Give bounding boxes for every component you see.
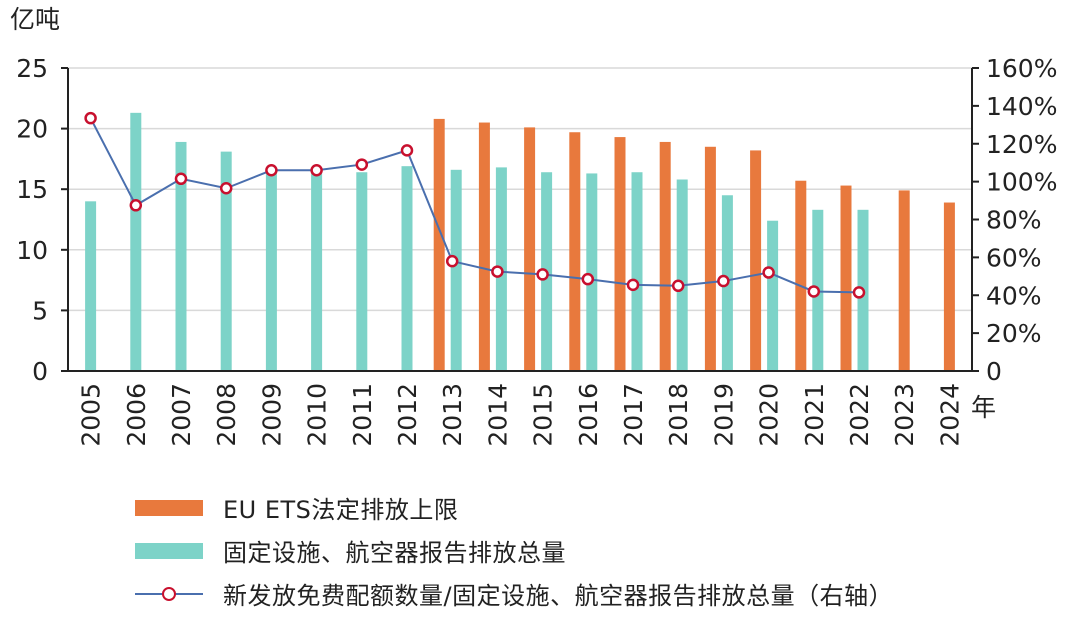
x-tick-label-2005: 2005 (77, 383, 106, 447)
bar-cap-2014 (478, 122, 490, 371)
bar-emissions-2016 (586, 173, 598, 371)
x-tick-label-2014: 2014 (483, 383, 512, 447)
ratio-point-2017 (626, 278, 640, 292)
bar-emissions-2007 (175, 141, 187, 371)
ratio-point-2007 (174, 172, 188, 186)
bar-emissions-2018 (676, 179, 688, 371)
ratio-point-2022 (852, 286, 866, 299)
legend-label-cap: EU ETS法定排放上限 (223, 496, 459, 524)
ratio-line-path (89, 117, 860, 294)
bar-emissions-2005 (85, 201, 97, 371)
legend-swatch-ratio (135, 583, 203, 605)
bar-cap-2023 (898, 190, 910, 371)
bar-emissions-2013 (450, 169, 462, 371)
bar-emissions-2009 (265, 168, 277, 371)
y-right-tick-label: 0 (986, 357, 1002, 386)
x-tick-label-2024: 2024 (935, 383, 964, 447)
ratio-point-2012 (400, 144, 414, 157)
bar-cap-2016 (569, 132, 581, 371)
ratio-point-2008 (219, 182, 233, 195)
ratio-point-2020 (762, 266, 775, 279)
legend-label-ratio: 新发放免费配额数量/固定设施、航空器报告排放总量（右轴） (223, 582, 894, 610)
x-tick-label-2017: 2017 (619, 383, 648, 447)
bar-emissions-2020 (767, 220, 779, 371)
y-left-tick-label: 10 (16, 236, 48, 265)
bar-cap-2015 (524, 127, 536, 371)
ratio-point-2013 (445, 254, 459, 268)
y-left-tick-label: 0 (32, 357, 48, 386)
y-left-tick-label: 15 (16, 175, 48, 204)
x-tick-label-2008: 2008 (212, 383, 241, 447)
x-tick-label-2012: 2012 (393, 383, 422, 447)
bar-emissions-2017 (631, 172, 643, 371)
tick-labels: 0 5 10 15 20 25 0 20% 40% 60% 80% 100% 120% 140% 160% 2… (16, 54, 1057, 447)
ratio-line (84, 111, 866, 299)
bar-emissions-2011 (356, 172, 368, 371)
bar-cap-2019 (704, 146, 716, 371)
y-right-tick-label: 160% (986, 54, 1057, 83)
y-right-tick-label: 120% (986, 130, 1057, 159)
gridlines (68, 67, 972, 312)
x-tick-label-2016: 2016 (574, 383, 603, 447)
ratio-point-2005 (84, 111, 97, 125)
x-tick-label-2019: 2019 (709, 383, 738, 447)
bar-cap-2018 (659, 141, 671, 371)
bar-cap-2021 (795, 180, 807, 371)
bar-marks (85, 112, 955, 372)
x-tick-label-2018: 2018 (664, 383, 693, 447)
legend-swatch-cap (135, 499, 203, 516)
legend-item-ratio: 新发放免费配额数量/固定设施、航空器报告排放总量（右轴） (135, 572, 893, 615)
bar-cap-2013 (433, 118, 445, 372)
ratio-point-2006 (129, 199, 143, 212)
legend: EU ETS法定排放上限 固定设施、航空器报告排放总量 新发放免费配额数量/固定… (135, 486, 893, 615)
ratio-point-2018 (671, 279, 685, 293)
x-tick-label-2015: 2015 (529, 383, 558, 447)
ratio-point-2009 (265, 164, 278, 177)
y-right-tick-label: 20% (986, 319, 1042, 348)
x-tick-label-2011: 2011 (348, 383, 377, 447)
y-left-unit-label: 亿吨 (10, 5, 60, 34)
legend-swatch-emissions (135, 542, 203, 559)
bar-cap-2024 (943, 202, 955, 371)
ratio-point-2015 (536, 268, 549, 281)
bar-emissions-2012 (401, 166, 413, 371)
x-tick-label-2023: 2023 (890, 383, 919, 447)
y-right-tick-label: 100% (986, 168, 1057, 197)
x-tick-label-2022: 2022 (845, 383, 874, 447)
x-tick-label-2010: 2010 (303, 383, 332, 447)
bar-cap-2017 (614, 137, 626, 371)
y-right-tick-label: 80% (986, 206, 1042, 235)
bar-emissions-2006 (130, 112, 142, 372)
legend-item-cap: EU ETS法定排放上限 (135, 486, 893, 529)
y-right-tick-label: 140% (986, 92, 1057, 121)
bar-emissions-2008 (220, 151, 232, 371)
axes (61, 67, 979, 372)
y-left-tick-label: 25 (16, 54, 48, 83)
x-tick-label-2020: 2020 (755, 383, 784, 447)
ratio-point-2019 (717, 274, 730, 288)
x-tick-label-2009: 2009 (257, 383, 286, 447)
ratio-point-2011 (355, 158, 369, 171)
x-unit-label: 年 (971, 393, 996, 422)
y-left-tick-label: 5 (32, 296, 48, 325)
y-right-tick-label: 60% (986, 243, 1042, 272)
ratio-point-2014 (491, 265, 504, 278)
combo-chart: 0 5 10 15 20 25 0 20% 40% 60% 80% 100% 120% 140% 160% 2… (10, 5, 1057, 447)
y-right-tick-label: 40% (986, 281, 1042, 310)
ratio-point-2016 (581, 272, 595, 286)
x-tick-label-2006: 2006 (122, 383, 151, 447)
x-tick-label-2021: 2021 (800, 383, 829, 447)
bar-cap-2020 (750, 150, 762, 371)
legend-label-emissions: 固定设施、航空器报告排放总量 (223, 539, 566, 567)
bar-emissions-2010 (311, 168, 323, 371)
y-left-tick-label: 20 (16, 115, 48, 144)
ratio-point-2021 (807, 285, 821, 298)
bar-cap-2022 (840, 185, 852, 371)
legend-item-emissions: 固定设施、航空器报告排放总量 (135, 529, 893, 572)
x-tick-label-2013: 2013 (438, 383, 467, 447)
x-tick-label-2007: 2007 (167, 383, 196, 447)
ratio-point-2010 (310, 164, 323, 177)
